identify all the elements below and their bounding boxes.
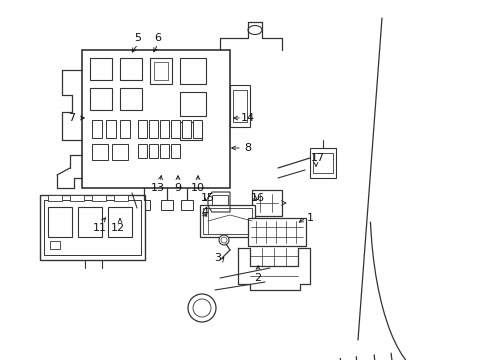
Text: 15: 15 [201, 193, 215, 203]
Bar [251, 190, 282, 216]
Bar [48, 207, 72, 237]
Bar [82, 50, 229, 188]
Text: 1: 1 [306, 213, 313, 223]
Bar [200, 205, 254, 237]
Circle shape [221, 237, 226, 243]
Text: 3: 3 [214, 253, 221, 263]
Bar [182, 120, 191, 138]
Bar [120, 88, 142, 110]
Bar [247, 218, 305, 246]
Bar [232, 90, 246, 122]
Bar [92, 195, 106, 201]
Text: 5: 5 [134, 33, 141, 43]
Bar [108, 207, 132, 237]
Bar [120, 120, 130, 138]
Bar [309, 148, 335, 178]
Text: 8: 8 [244, 143, 251, 153]
Bar [90, 58, 112, 80]
Bar [92, 144, 108, 160]
Bar [138, 120, 147, 138]
Bar [150, 58, 172, 84]
Bar [181, 200, 193, 210]
Bar [112, 144, 128, 160]
Bar [78, 207, 102, 237]
Bar [120, 58, 142, 80]
Text: 10: 10 [191, 183, 204, 193]
Ellipse shape [247, 26, 262, 35]
Circle shape [193, 299, 210, 317]
Bar [44, 200, 141, 255]
Bar [114, 195, 128, 201]
Text: 13: 13 [151, 183, 164, 193]
Text: 14: 14 [241, 113, 255, 123]
Bar [180, 58, 205, 84]
Text: 6: 6 [154, 33, 161, 43]
Bar [160, 120, 169, 138]
Circle shape [219, 235, 228, 245]
Bar [312, 153, 332, 173]
Bar [106, 120, 116, 138]
Bar [149, 144, 158, 158]
Bar [149, 120, 158, 138]
Bar [138, 144, 147, 158]
Text: 16: 16 [250, 193, 264, 203]
Bar [48, 195, 62, 201]
Text: 11: 11 [93, 223, 107, 233]
Text: 2: 2 [254, 273, 261, 283]
Text: 4: 4 [201, 207, 208, 217]
Bar [154, 62, 168, 80]
Bar [70, 195, 84, 201]
Text: 12: 12 [111, 223, 125, 233]
Bar [229, 85, 249, 127]
Bar [212, 195, 227, 209]
Text: 7: 7 [68, 113, 76, 123]
Text: 9: 9 [174, 183, 181, 193]
Bar [180, 122, 202, 140]
Bar [160, 144, 169, 158]
Bar [171, 144, 180, 158]
Bar [92, 120, 102, 138]
Bar [193, 120, 202, 138]
Bar [171, 120, 180, 138]
Bar [161, 200, 173, 210]
Circle shape [187, 294, 216, 322]
Bar [40, 195, 145, 260]
Bar [180, 92, 205, 116]
Bar [90, 88, 112, 110]
Bar [203, 208, 251, 234]
Bar [138, 200, 150, 210]
Bar [50, 241, 60, 249]
Text: 17: 17 [310, 153, 325, 163]
